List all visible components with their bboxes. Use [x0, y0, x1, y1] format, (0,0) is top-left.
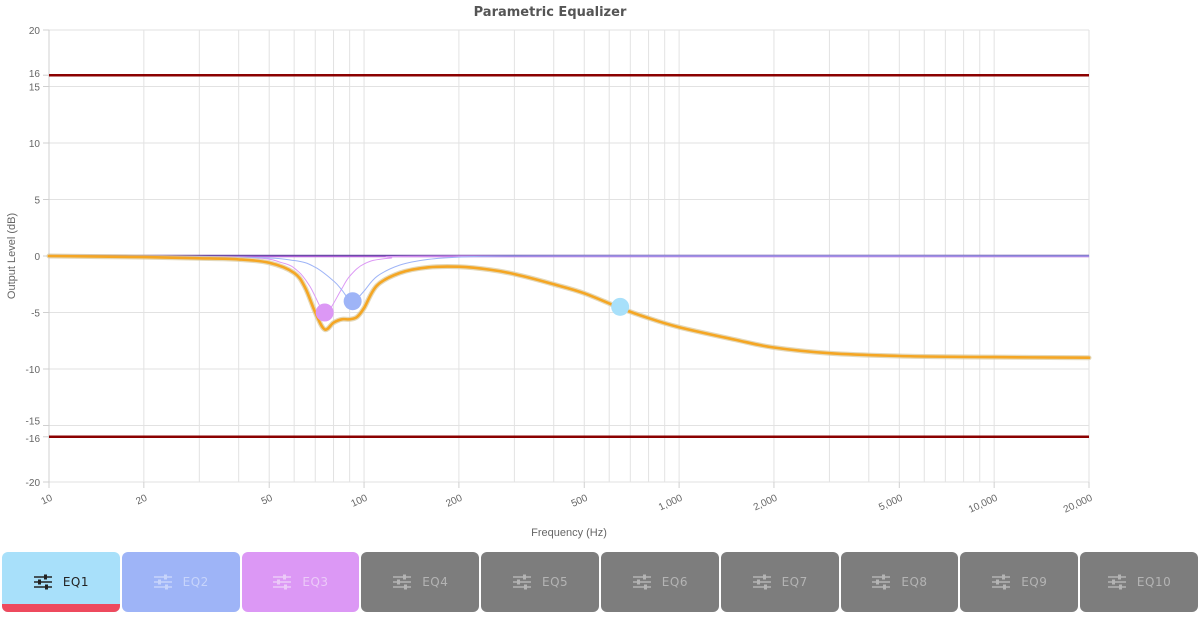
y-tick-label: -10: [26, 365, 41, 376]
x-tick-label: 10,000: [967, 493, 1000, 516]
x-tick-label: 500: [570, 493, 590, 510]
sliders-icon: [33, 574, 52, 590]
eq-tab-label: EQ1: [62, 575, 89, 589]
series-lines: [46, 253, 1092, 361]
eq-tab-eq10[interactable]: EQ10: [1080, 552, 1198, 612]
eq-tab-label: EQ8: [901, 575, 928, 589]
band-curve: [48, 255, 1090, 314]
x-axis-label: Frequency (Hz): [531, 527, 607, 539]
y-axis-label: Output Level (dB): [6, 213, 18, 299]
eq-tab-bar: EQ1 EQ2 EQ3 EQ4: [2, 552, 1198, 612]
y-tick-label: 0: [34, 252, 40, 263]
eq-tab-eq5[interactable]: EQ5: [481, 552, 599, 612]
eq-tab-label: EQ10: [1136, 575, 1172, 589]
active-tab-indicator: [2, 604, 120, 612]
eq-tab-eq3[interactable]: EQ3: [241, 552, 360, 612]
eq-chart-svg[interactable]: Parametric Equalizer -20-16-15-10-505101…: [0, 0, 1200, 545]
eq-tab-eq2[interactable]: EQ2: [121, 552, 240, 612]
y-tick-label: 20: [29, 26, 41, 37]
eq-tab-label: EQ5: [542, 575, 569, 589]
x-tick-label: 20: [134, 493, 149, 508]
eq-chart[interactable]: Parametric Equalizer -20 -16 -15 -10 -5 0 5 10 1…: [0, 0, 1200, 545]
y-axis-ticks: -20 -16 -15 -10 -5 0 5 10 15 16 20: [26, 26, 49, 489]
sliders-icon: [1107, 574, 1126, 590]
y-tick-label: -5: [31, 309, 40, 320]
y-tick-label: 5: [34, 196, 40, 207]
y-tick-label: 16: [29, 69, 41, 80]
x-tick-label: 20,000: [1062, 493, 1095, 516]
sliders-icon: [632, 574, 651, 590]
chart-title: Parametric Equalizer: [474, 5, 627, 20]
y-tick-label: 15: [29, 83, 41, 94]
x-tick-label: 2,000: [752, 493, 780, 514]
eq-tab-label: EQ9: [1021, 575, 1048, 589]
x-tick-label: 10: [40, 493, 55, 508]
x-tick-label: 50: [260, 493, 275, 508]
band-handles[interactable]: [315, 292, 630, 322]
y-tick-label: -16: [26, 434, 41, 445]
band-handle[interactable]: [611, 297, 630, 316]
eq-tab-eq6[interactable]: EQ6: [600, 552, 719, 612]
eq-tab-label: EQ3: [302, 575, 329, 589]
sliders-icon: [153, 574, 172, 590]
x-axis-ticks: 10 20 50 100 200 500 1,000 2,000 5,000 10,000 20,0…: [40, 482, 1095, 516]
eq-tab-label: EQ4: [422, 575, 449, 589]
eq-tab-eq4[interactable]: EQ4: [361, 552, 480, 612]
sliders-icon: [872, 574, 891, 590]
sliders-icon: [752, 574, 771, 590]
sliders-icon: [393, 574, 412, 590]
eq-tab-label: EQ7: [781, 575, 808, 589]
eq-tab-eq1[interactable]: EQ1: [2, 552, 120, 612]
x-tick-label: 200: [444, 493, 464, 510]
main-curve-shadow: [46, 253, 1092, 361]
x-tick-label: 100: [350, 493, 370, 510]
eq-tab-eq9[interactable]: EQ9: [960, 552, 1079, 612]
eq-tab-label: EQ6: [661, 575, 688, 589]
eq-tab-eq8[interactable]: EQ8: [840, 552, 959, 612]
sliders-icon: [513, 574, 531, 590]
sliders-icon: [273, 574, 292, 590]
y-tick-label: -15: [26, 417, 41, 428]
limit-lines: [49, 73, 1089, 439]
sliders-icon: [992, 574, 1011, 590]
x-tick-label: 1,000: [657, 493, 685, 514]
band-handle[interactable]: [315, 303, 334, 322]
y-tick-label: -20: [26, 478, 41, 489]
band-curve: [48, 255, 1090, 302]
eq-tab-eq7[interactable]: EQ7: [720, 552, 839, 612]
y-tick-label: 10: [29, 139, 41, 150]
eq-tab-label: EQ2: [182, 575, 209, 589]
band-handle[interactable]: [343, 292, 362, 311]
main-response-curve: [47, 254, 1091, 359]
x-tick-label: 5,000: [877, 493, 905, 514]
